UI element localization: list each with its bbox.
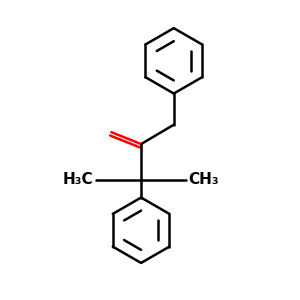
- Text: CH₃: CH₃: [189, 172, 219, 187]
- Text: H₃C: H₃C: [63, 172, 94, 187]
